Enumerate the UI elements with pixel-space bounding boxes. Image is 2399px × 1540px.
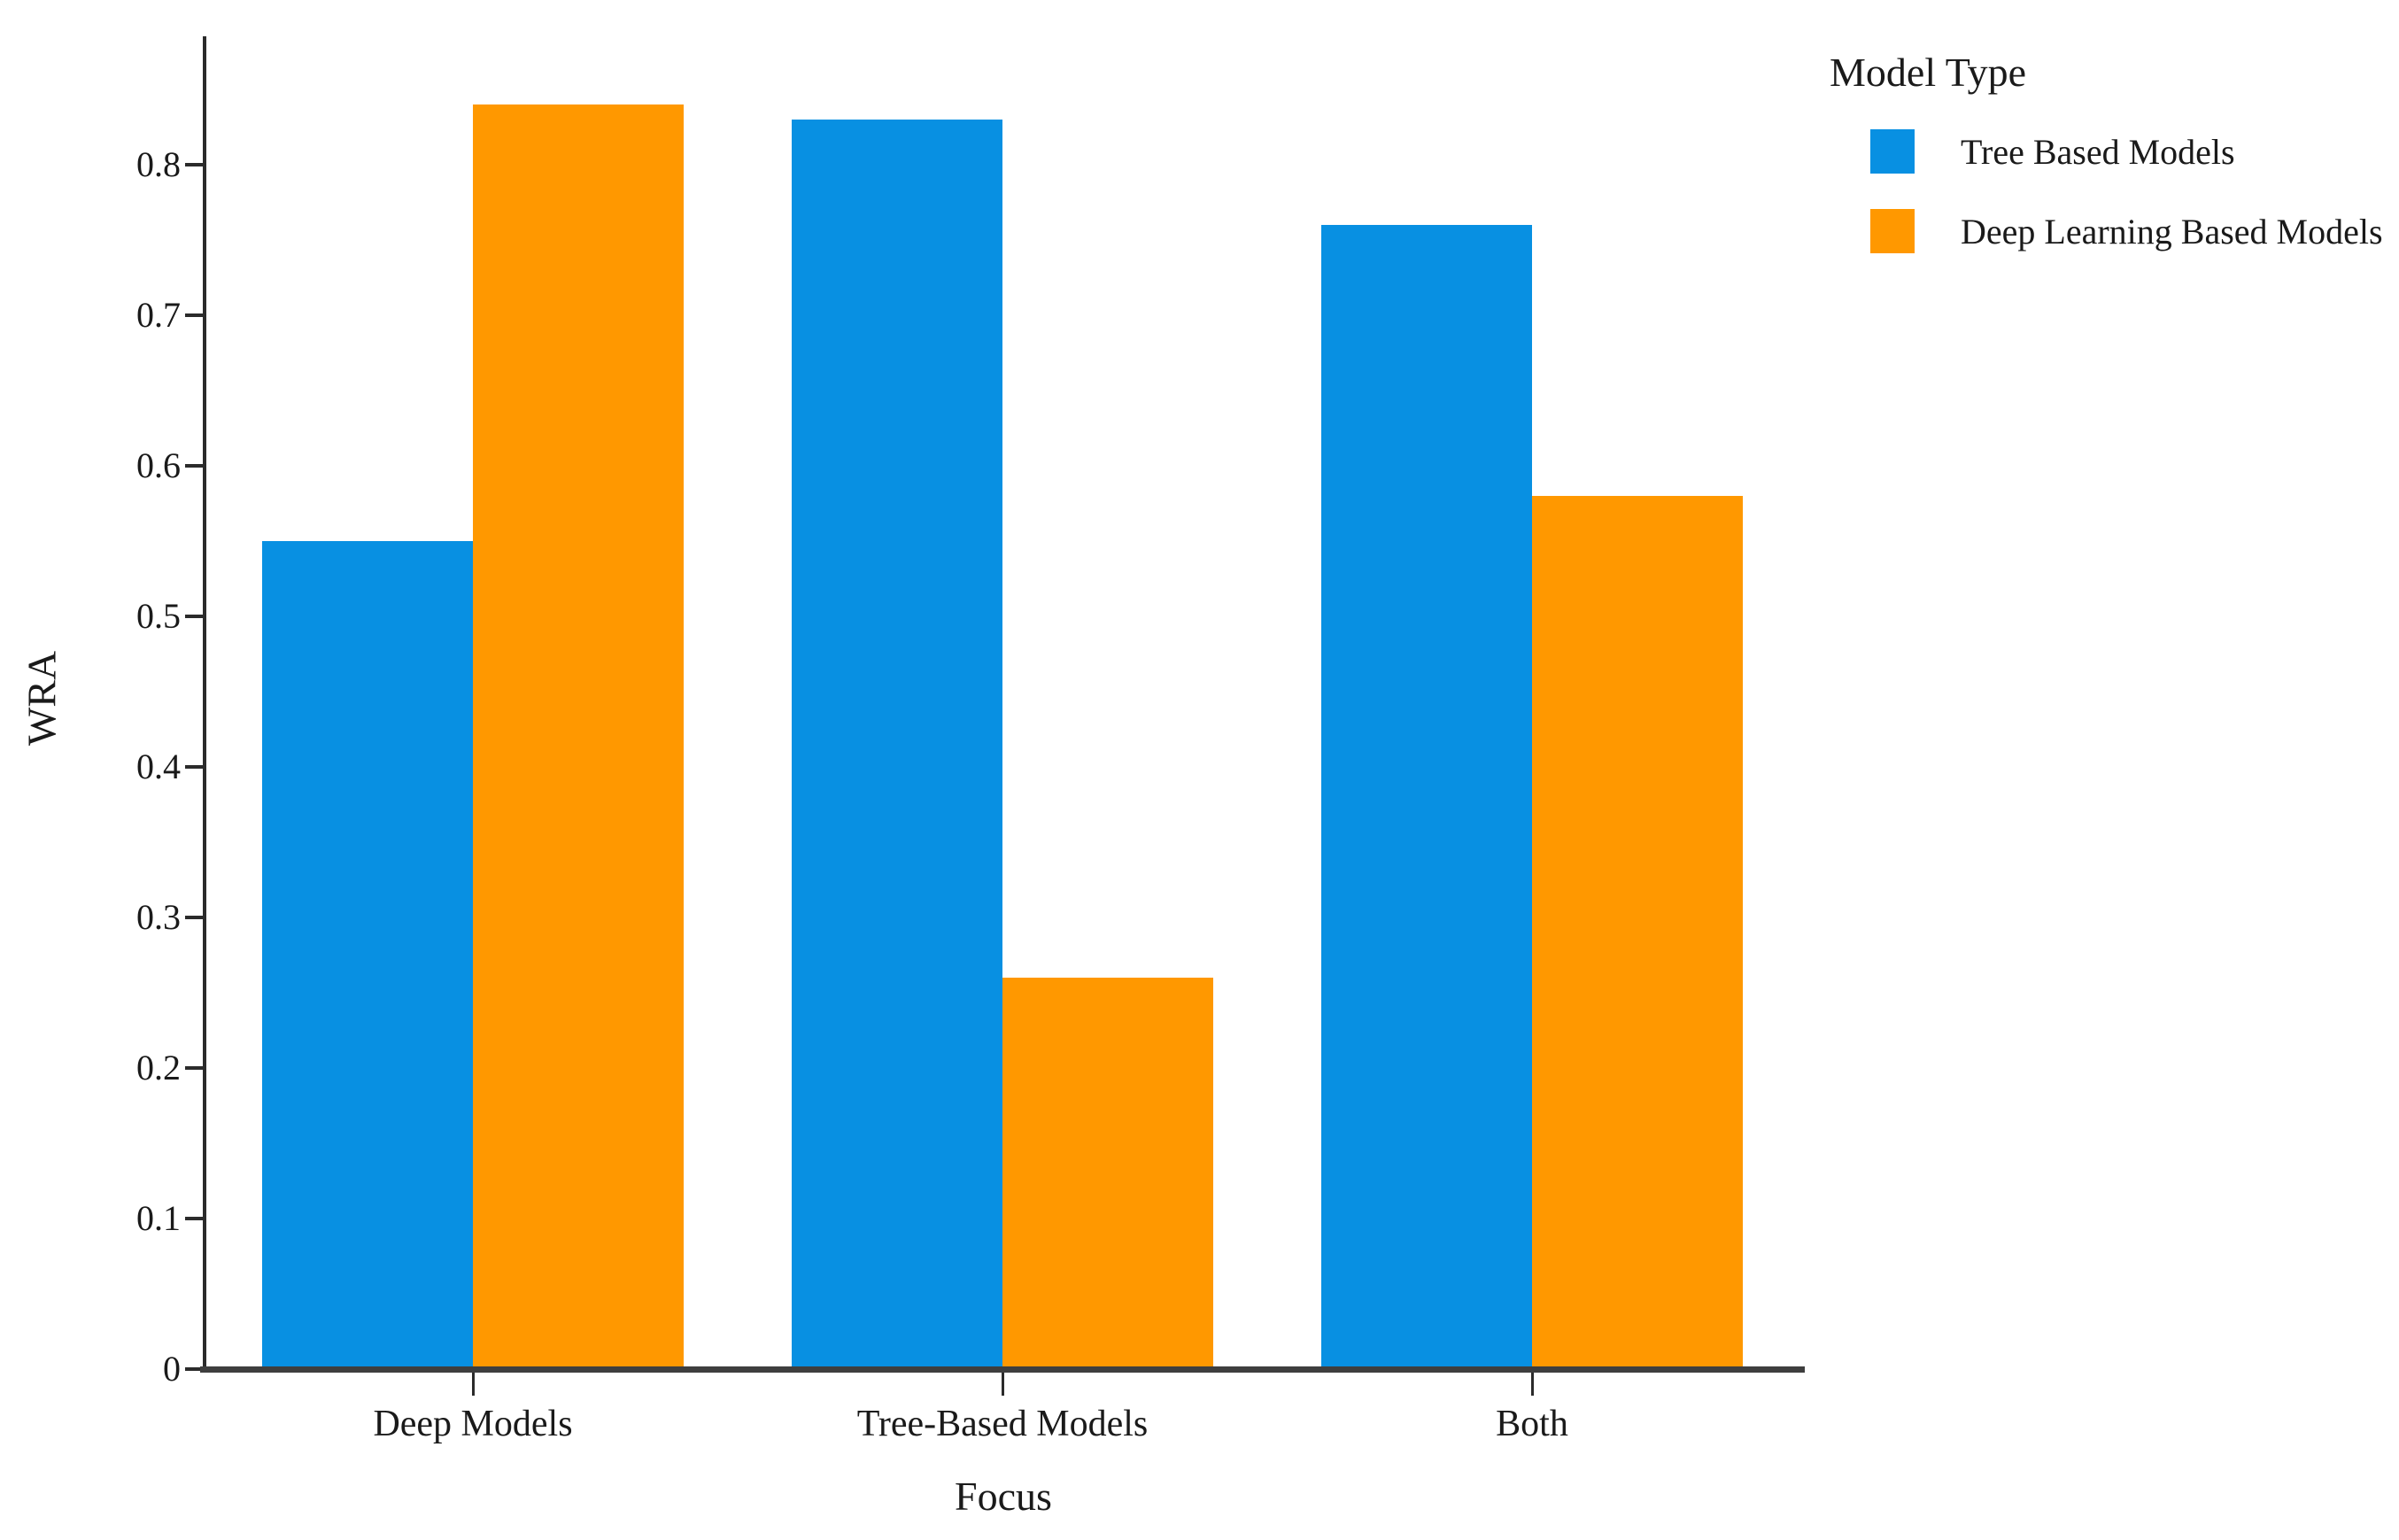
bar-tree-based-models-tree-based-models bbox=[792, 120, 1002, 1369]
y-tick-label-0.3: 0.3 bbox=[136, 897, 181, 937]
x-axis-line bbox=[200, 1366, 1805, 1373]
bar-both-tree-based-models bbox=[1321, 225, 1532, 1369]
x-tick-mark-3 bbox=[1531, 1369, 1534, 1396]
y-tick-label-0.1: 0.1 bbox=[136, 1198, 181, 1238]
y-tick-label-0.7: 0.7 bbox=[136, 295, 181, 335]
y-axis-line bbox=[203, 36, 206, 1373]
y-tick-mark-0.1 bbox=[185, 1217, 205, 1220]
legend-swatch-orange-icon bbox=[1870, 209, 1915, 253]
x-tick-mark-2 bbox=[1002, 1369, 1004, 1396]
legend-entry-label: Tree Based Models bbox=[1961, 131, 2235, 172]
bar-deep-models-deep-learning-based-models bbox=[473, 104, 684, 1369]
y-tick-mark-0.7 bbox=[185, 313, 205, 317]
legend-entry-deep-learning: Deep Learning Based Models bbox=[1870, 209, 2383, 253]
y-tick-label-0.5: 0.5 bbox=[136, 596, 181, 636]
y-tick-label-0.2: 0.2 bbox=[136, 1048, 181, 1087]
legend-entry-label: Deep Learning Based Models bbox=[1961, 211, 2383, 252]
legend-title: Model Type bbox=[1830, 50, 2027, 95]
y-tick-mark-0 bbox=[185, 1367, 205, 1371]
y-tick-mark-0.5 bbox=[185, 615, 205, 618]
legend-entry-tree-based: Tree Based Models bbox=[1870, 129, 2383, 174]
bar-tree-based-models-deep-learning-based-models bbox=[1002, 978, 1213, 1369]
y-tick-mark-0.3 bbox=[185, 916, 205, 919]
y-tick-label-0.8: 0.8 bbox=[136, 144, 181, 184]
bar-deep-models-tree-based-models bbox=[262, 541, 473, 1369]
x-tick-mark-1 bbox=[472, 1369, 475, 1396]
y-tick-mark-0.6 bbox=[185, 464, 205, 468]
legend: Model Type Tree Based Models Deep Learni… bbox=[1830, 49, 2383, 289]
y-axis-title: WRA bbox=[19, 650, 65, 747]
y-tick-label-0.4: 0.4 bbox=[136, 747, 181, 786]
x-tick-label-tree-based-models: Tree-Based Models bbox=[856, 1404, 1149, 1444]
y-tick-label-0.6: 0.6 bbox=[136, 445, 181, 485]
x-tick-label-both: Both bbox=[1496, 1404, 1568, 1444]
x-axis-title: Focus bbox=[955, 1474, 1052, 1519]
legend-swatch-blue-icon bbox=[1870, 129, 1915, 174]
y-tick-mark-0.2 bbox=[185, 1066, 205, 1070]
y-tick-label-0: 0 bbox=[163, 1349, 181, 1389]
y-tick-mark-0.8 bbox=[185, 163, 205, 166]
x-tick-label-deep-models: Deep Models bbox=[373, 1404, 573, 1444]
y-tick-mark-0.4 bbox=[185, 765, 205, 769]
bar-both-deep-learning-based-models bbox=[1532, 496, 1743, 1369]
